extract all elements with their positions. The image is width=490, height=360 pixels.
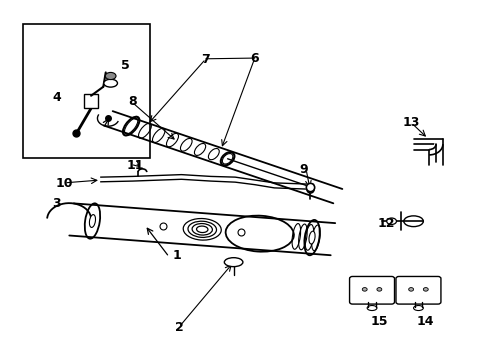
Text: 6: 6: [250, 51, 259, 64]
Text: 14: 14: [417, 315, 435, 328]
Ellipse shape: [409, 288, 414, 291]
Text: 2: 2: [174, 320, 183, 333]
Text: 9: 9: [299, 163, 308, 176]
Ellipse shape: [423, 288, 428, 291]
Ellipse shape: [309, 231, 315, 244]
Text: 8: 8: [128, 95, 137, 108]
Text: 4: 4: [52, 91, 61, 104]
Bar: [23, 24, 150, 158]
Ellipse shape: [105, 72, 116, 80]
Ellipse shape: [387, 218, 396, 225]
Ellipse shape: [104, 79, 118, 87]
Ellipse shape: [224, 258, 243, 267]
Text: 11: 11: [126, 159, 144, 172]
Text: 10: 10: [55, 177, 73, 190]
Text: 12: 12: [378, 216, 395, 230]
Ellipse shape: [377, 288, 382, 291]
Ellipse shape: [362, 288, 367, 291]
Ellipse shape: [89, 215, 96, 228]
Text: 1: 1: [172, 249, 181, 262]
Bar: [84, 94, 98, 108]
Text: 15: 15: [370, 315, 388, 328]
Text: 13: 13: [402, 116, 420, 129]
Text: 3: 3: [52, 197, 61, 210]
Text: 7: 7: [201, 53, 210, 66]
Text: 5: 5: [121, 59, 130, 72]
